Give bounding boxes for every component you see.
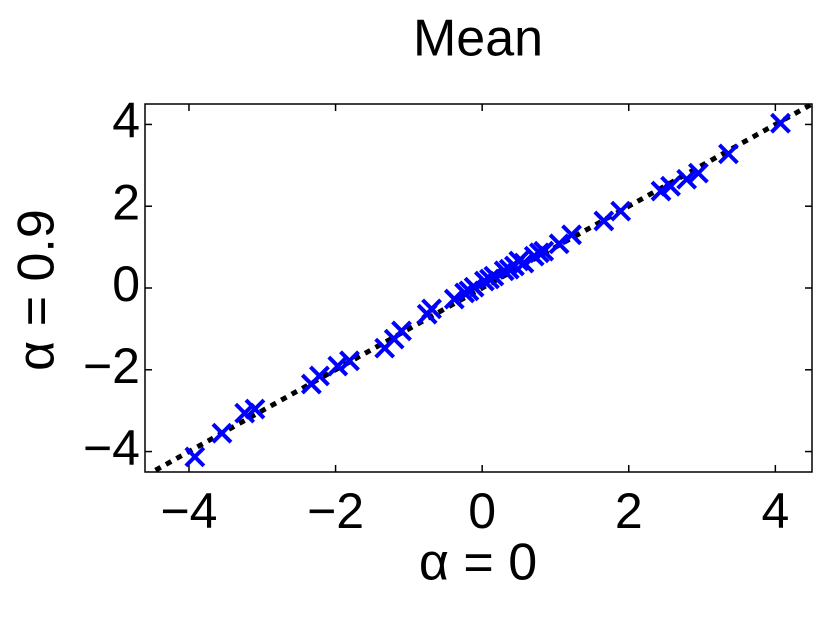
scatter-point (416, 303, 438, 325)
scatter-point (234, 402, 256, 424)
scatter-point (561, 224, 583, 246)
y-tick-label: −2 (83, 338, 140, 394)
scatter-point (493, 260, 515, 282)
scatter-point (687, 162, 709, 184)
scatter-point (473, 270, 495, 292)
scatter-point (327, 355, 349, 377)
scatter-point (528, 242, 550, 264)
y-tick-label: 2 (112, 174, 140, 230)
x-axis-label: α = 0 (419, 534, 537, 592)
scatter-point (339, 350, 360, 372)
scatter-point (508, 250, 530, 272)
y-tick-label: −4 (83, 420, 140, 476)
x-tick-label: 0 (468, 483, 496, 539)
x-tick-label: −2 (307, 483, 364, 539)
y-tick-label: 4 (112, 93, 140, 149)
scatter-point (458, 280, 480, 302)
reference-line (147, 104, 812, 472)
scatter-point (548, 233, 570, 255)
scatter-point (610, 200, 632, 222)
chart-title: Mean (413, 10, 543, 68)
plot-layer (147, 104, 812, 472)
scatter-point (650, 180, 672, 202)
scatter-point (718, 143, 739, 165)
y-tick-label: 0 (112, 256, 140, 312)
scatter-point (300, 373, 322, 395)
scatter-point (374, 337, 396, 359)
scatter-point (184, 446, 206, 468)
scatter-point (479, 268, 500, 290)
scatter-point (593, 210, 615, 232)
x-tick-label: −4 (160, 483, 217, 539)
y-axis-label: α = 0.9 (8, 209, 66, 371)
scatter-point (443, 288, 465, 310)
scatter-point (770, 112, 791, 134)
x-tick-label: 2 (615, 483, 643, 539)
scatter-point (211, 422, 233, 444)
x-tick-label: 4 (761, 483, 789, 539)
scatter-point (676, 168, 698, 190)
